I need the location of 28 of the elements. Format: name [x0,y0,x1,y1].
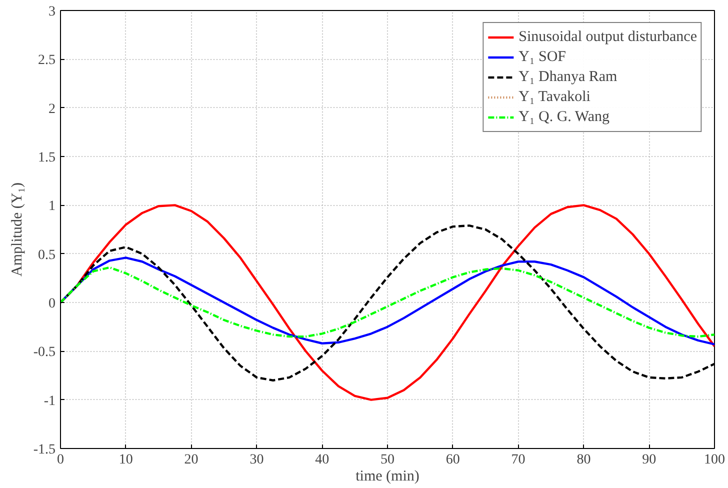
x-tick-label: 40 [315,452,330,468]
y-tick-label: 1 [48,199,56,214]
y-tick-label: 0 [48,296,56,312]
legend-label: Sinusoidal output disturbance [518,28,697,46]
legend-label: Y₁ SOF [518,48,566,66]
y-tick-label: -1.5 [33,442,56,458]
x-tick-label: 60 [446,452,460,468]
y-tick-label: -0.5 [33,345,56,360]
x-tick-label: 30 [250,452,264,468]
y-tick-label: -1 [44,394,56,409]
legend-label: Y₁ Dhanya Ram [518,68,618,86]
x-tick-label: 20 [184,452,198,468]
x-tick-label: 90 [642,452,656,468]
y-tick-label: 1.5 [38,150,56,166]
y-tick-label: 2 [48,102,56,117]
legend-label: Y₁ Q. G. Wang [518,108,610,126]
legend-label: Y₁ Tavakoli [518,88,590,106]
x-tick-label: 100 [704,452,725,468]
x-tick-label: 50 [380,452,394,468]
y-tick-label: 3 [48,4,56,20]
x-axis-title: time (min) [356,468,420,484]
line-series [60,266,714,338]
y-axis-title: Amplitude (Y₁) [9,182,26,276]
x-tick-label: 10 [118,452,133,468]
x-tick-label: 80 [576,452,591,468]
y-tick-label: 0.5 [38,248,56,263]
y-tick-label: 2.5 [38,53,56,68]
x-tick-label: 70 [511,452,526,468]
